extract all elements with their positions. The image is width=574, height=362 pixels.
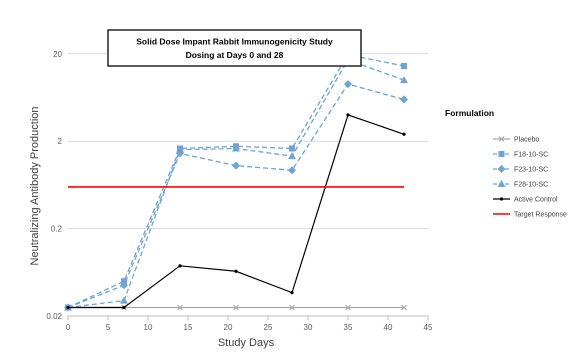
x-tick-label: 10 xyxy=(144,323,153,332)
series-layer xyxy=(64,51,408,312)
legend: Formulation Placebo F18-10-SC F23-10-SC F28… xyxy=(445,108,567,219)
y-tick-label: 0.02 xyxy=(46,312,62,321)
chart-title-line-2: Dosing at Days 0 and 28 xyxy=(186,50,284,60)
y-tick-label: 20 xyxy=(53,50,62,59)
data-point xyxy=(178,264,182,268)
legend-label: Active Control xyxy=(514,197,558,204)
data-point xyxy=(402,132,406,136)
x-tick-label: 0 xyxy=(66,323,71,332)
x-tick-label: 35 xyxy=(344,323,353,332)
data-point xyxy=(233,304,239,311)
x-tick-label: 20 xyxy=(224,323,233,332)
x-axis-title: Study Days xyxy=(218,337,275,349)
data-point xyxy=(344,80,352,89)
data-point xyxy=(288,152,296,160)
data-point xyxy=(345,304,351,311)
data-point xyxy=(122,305,126,310)
x-tick-label: 40 xyxy=(384,323,393,332)
chart-title: Solid Dose Impant Rabbit Immunogenicity … xyxy=(107,29,362,67)
series-active-control xyxy=(66,113,406,310)
series-line xyxy=(67,83,405,309)
series-line xyxy=(67,54,405,309)
y-axis-title: Neutralizing Antibody Production xyxy=(29,107,41,266)
data-point xyxy=(401,304,407,311)
x-tick-label: 15 xyxy=(184,323,193,332)
legend-label: Target Response xyxy=(514,212,567,219)
x-tick-label: 45 xyxy=(424,323,433,332)
legend-marker xyxy=(497,180,506,187)
data-point xyxy=(400,76,408,84)
series-f23-10-sc xyxy=(64,80,408,312)
chart-title-line-1: Solid Dose Impant Rabbit Immunogenicity … xyxy=(136,37,333,47)
chart-title-box xyxy=(107,29,362,67)
data-point xyxy=(346,113,350,117)
data-point xyxy=(400,95,408,104)
data-point xyxy=(288,166,296,175)
y-tick-label: 0.2 xyxy=(51,225,63,234)
data-point xyxy=(232,144,240,152)
axes: 0.02 0.2 2 20 0 5 10 15 20 25 30 35 40 45 xyxy=(46,50,433,332)
data-point xyxy=(401,62,407,69)
legend-marker xyxy=(497,165,506,173)
data-point xyxy=(120,281,128,290)
data-point xyxy=(177,304,183,311)
data-point xyxy=(289,145,295,152)
y-tick-label: 2 xyxy=(58,137,63,146)
legend-label: F23-10-SC xyxy=(514,167,548,174)
data-point xyxy=(290,291,294,295)
x-tick-label: 30 xyxy=(304,323,313,332)
x-tick-label: 25 xyxy=(264,323,273,332)
legend-title: Formulation xyxy=(445,108,494,118)
legend-label: F18-10-SC xyxy=(514,152,548,159)
legend-marker xyxy=(499,197,504,201)
data-point xyxy=(232,161,240,170)
data-point xyxy=(289,304,295,311)
gridlines xyxy=(68,53,428,230)
x-tick-label: 5 xyxy=(106,323,111,332)
legend-marker xyxy=(498,151,505,157)
legend-label: Placebo xyxy=(514,137,539,144)
data-point xyxy=(234,269,238,273)
legend-label: F28-10-SC xyxy=(514,182,548,189)
data-point xyxy=(120,296,128,304)
data-point xyxy=(66,305,70,310)
legend-marker xyxy=(498,136,505,142)
data-point xyxy=(176,145,184,153)
